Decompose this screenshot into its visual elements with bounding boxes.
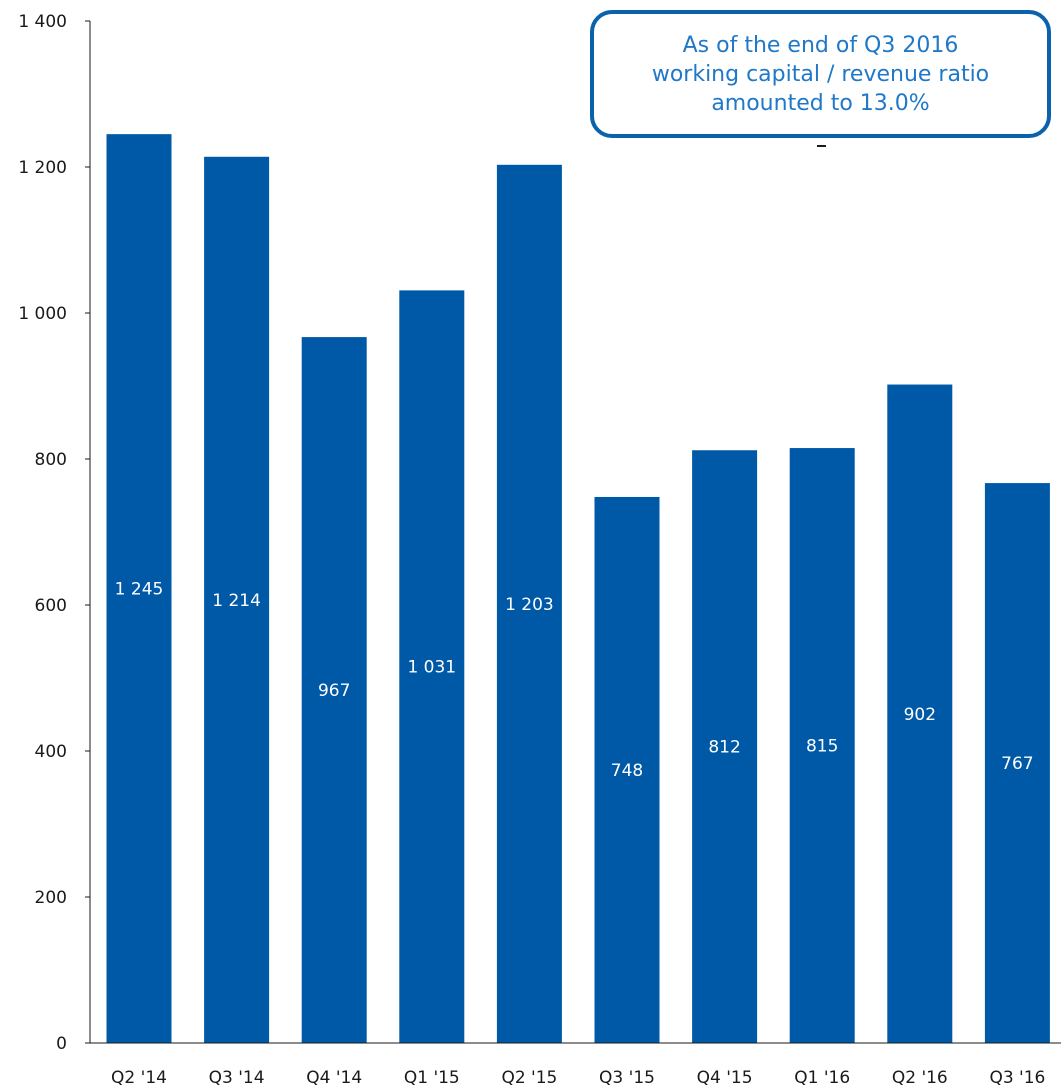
- annotation-callout: As of the end of Q3 2016 working capital…: [590, 10, 1051, 138]
- data-labels: 1 245 1 214 967 1 031 1 203 748 812 815 902 767: [115, 580, 1034, 781]
- x-tick-label: Q2 '15: [501, 1068, 557, 1088]
- bar: [301, 337, 367, 1044]
- y-tick-label: 1 000: [18, 304, 67, 324]
- bar-value-label: 748: [611, 761, 643, 781]
- y-tick-label: 200: [35, 888, 67, 908]
- bar: [789, 448, 855, 1043]
- y-tick-label: 800: [35, 450, 67, 470]
- y-tick-label: 600: [35, 596, 67, 616]
- x-tick-label: Q1 '16: [794, 1068, 850, 1088]
- bars: [106, 134, 1050, 1044]
- x-axis: Q2 '14 Q3 '14 Q4 '14 Q1 '15 Q2 '15 Q3 '15 Q4 '…: [90, 1042, 1061, 1088]
- x-tick-label: Q3 '14: [209, 1068, 265, 1088]
- bar-value-label: 1 245: [115, 580, 164, 600]
- y-tick-label: 1 400: [18, 12, 67, 32]
- bar: [692, 450, 758, 1043]
- y-tick-label: 0: [56, 1034, 67, 1054]
- x-tick-label: Q2 '14: [111, 1068, 167, 1088]
- y-tick-label: 1 200: [18, 158, 67, 178]
- x-tick-label: Q4 '14: [306, 1068, 362, 1088]
- bar-value-label: 1 203: [505, 595, 554, 615]
- bar: [496, 164, 562, 1043]
- x-tick-label: Q3 '15: [599, 1068, 655, 1088]
- bar-value-label: 812: [708, 738, 740, 758]
- callout-pointer: [817, 145, 826, 147]
- bar-value-label: 815: [806, 737, 838, 757]
- x-tick-label: Q1 '15: [404, 1068, 460, 1088]
- x-tick-label: Q4 '15: [697, 1068, 753, 1088]
- bar: [984, 483, 1050, 1044]
- bar: [106, 134, 172, 1043]
- annotation-line-3: amounted to 13.0%: [711, 90, 930, 116]
- bar: [594, 496, 660, 1044]
- annotation-line-2: working capital / revenue ratio: [651, 61, 990, 87]
- bar: [887, 384, 953, 1043]
- bar-value-label: 967: [318, 681, 350, 701]
- bar-value-label: 1 031: [407, 658, 456, 678]
- y-tick-label: 400: [35, 742, 67, 762]
- bar-value-label: 1 214: [212, 591, 261, 611]
- bar-value-label: 902: [904, 705, 936, 725]
- bar: [399, 290, 465, 1043]
- annotation-line-1: As of the end of Q3 2016: [682, 32, 959, 58]
- x-tick-label: Q3 '16: [989, 1068, 1045, 1088]
- x-tick-label: Q2 '16: [892, 1068, 948, 1088]
- bar-value-label: 767: [1001, 754, 1033, 774]
- bar: [204, 156, 270, 1043]
- y-axis: 0 200 400 600 800 1 000 1 200 1 400: [18, 12, 91, 1054]
